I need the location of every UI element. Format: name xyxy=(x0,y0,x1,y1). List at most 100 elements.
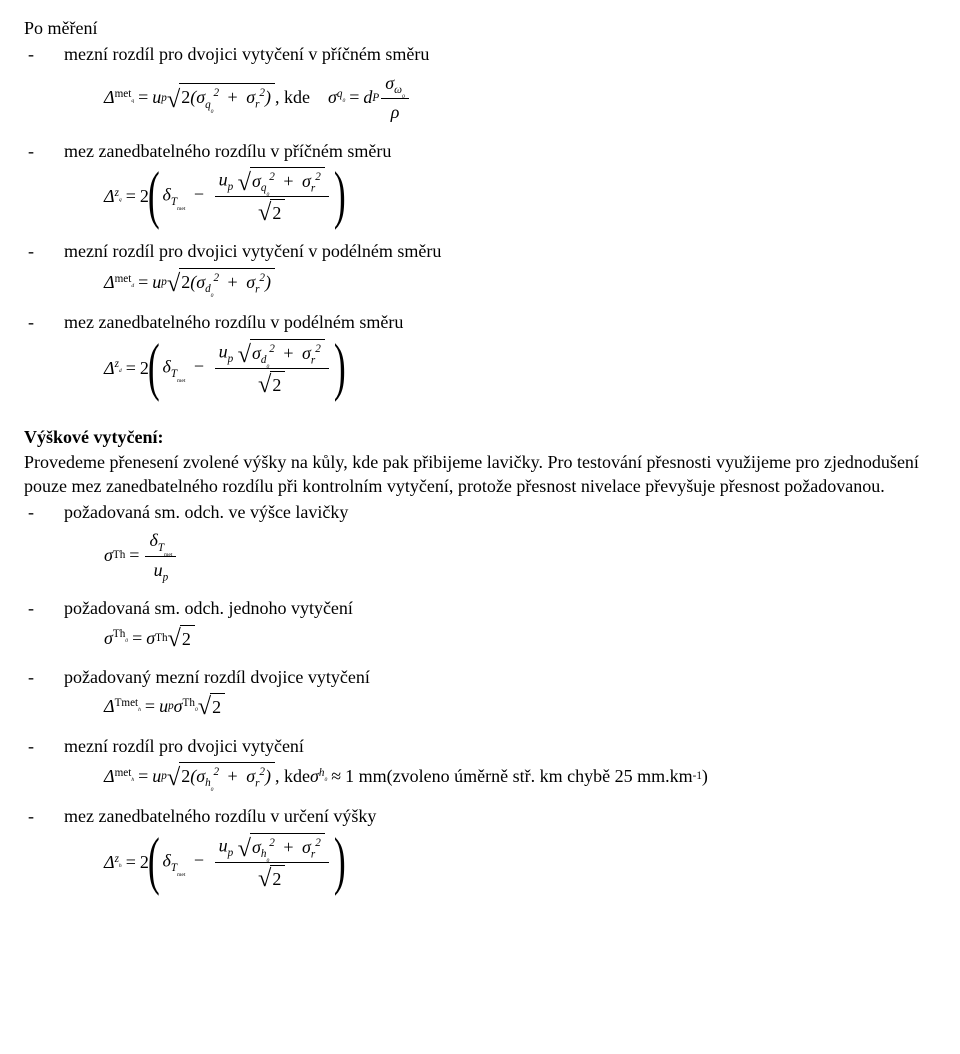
sym-sigma: σ xyxy=(302,171,311,191)
kde-text: , kde xyxy=(275,764,310,788)
sym-u: u xyxy=(152,764,161,788)
sup: 2 xyxy=(259,766,265,778)
sub: met xyxy=(115,273,132,285)
sub: r xyxy=(255,99,259,111)
op-minus: − xyxy=(190,184,208,204)
op-plus: + xyxy=(224,766,242,786)
bullet-text: mez zanedbatelného rozdílu v příčném smě… xyxy=(64,139,936,163)
bullet-text: mez zanedbatelného rozdílu v podélném sm… xyxy=(64,310,936,334)
sup: 2 xyxy=(213,272,219,284)
op-minus: − xyxy=(190,356,208,376)
sqrt: √2 xyxy=(198,693,225,719)
bullet-row: - mez zanedbatelného rozdílu v podélném … xyxy=(24,310,936,334)
bullet-text: požadovaná sm. odch. jednoho vytyčení xyxy=(64,596,936,620)
bullet-row: - mez zanedbatelného rozdílu v určení vý… xyxy=(24,804,936,828)
sym-delta-small: δ xyxy=(162,850,170,870)
bullet-row: - požadovaná sm. odch. jednoho vytyčení xyxy=(24,596,936,620)
sym-delta-small: δ xyxy=(162,184,170,204)
sqrt: √ σd02 + σr2 xyxy=(238,339,325,368)
sym-delta-small: δ xyxy=(149,530,157,550)
dash: - xyxy=(24,239,64,263)
frac: δTmet up xyxy=(145,528,176,582)
sub: Th xyxy=(113,628,125,640)
sym-sigma: σ xyxy=(302,837,311,857)
sym-delta: Δ xyxy=(104,184,115,208)
op-eq: = xyxy=(122,850,140,874)
sup: 2 xyxy=(269,343,275,355)
op-plus: + xyxy=(279,837,297,857)
sqrt: √ 2(σd02 + σr2) xyxy=(167,268,275,297)
op-plus: + xyxy=(279,343,297,363)
sub: p xyxy=(228,353,234,365)
sym-sigma: σ xyxy=(196,87,205,107)
sub: r xyxy=(311,848,315,860)
op-minus: − xyxy=(190,850,208,870)
bullet-text: požadovaný mezní rozdíl dvojice vytyčení xyxy=(64,665,936,689)
sub: p xyxy=(228,181,234,193)
sqrt: √2 xyxy=(258,371,285,397)
formula-zh: Δzh = 2 ( δTmet − up √ σh02 + σr2 xyxy=(104,833,936,892)
big-paren: ( δTmet − up √ σd02 + σr2 xyxy=(149,339,345,398)
bullet-row: - mezní rozdíl pro dvojici vytyčení v př… xyxy=(24,42,936,66)
sqrt: √ σq02 + σr2 xyxy=(238,167,325,196)
sup: 2 xyxy=(259,87,265,99)
op-plus: + xyxy=(279,171,297,191)
sub: p xyxy=(228,847,234,859)
bullet-text: mezní rozdíl pro dvojici vytyčení v podé… xyxy=(64,239,936,263)
num-two: 2 xyxy=(270,199,285,225)
sym-sigma: σ xyxy=(252,343,261,363)
frac: up √ σh02 + σr2 √2 xyxy=(215,833,329,892)
sym-delta: Δ xyxy=(104,764,115,788)
big-paren: ( δTmet − up √ σq02 + σr2 xyxy=(149,167,345,226)
sub: Tmet xyxy=(115,697,139,709)
num-two: 2 xyxy=(181,87,190,107)
dash: - xyxy=(24,139,64,163)
num-two: 2 xyxy=(181,766,190,786)
sym-u: u xyxy=(219,341,228,361)
bullet-row: - mezní rozdíl pro dvojici vytyčení xyxy=(24,734,936,758)
sub: r xyxy=(311,182,315,194)
sym-sigma: σ xyxy=(104,626,113,650)
sub: 0 xyxy=(211,109,214,115)
op-eq: = xyxy=(125,543,143,567)
sub: met xyxy=(177,872,185,878)
sup: 2 xyxy=(315,171,321,183)
formula-meth: Δmeth = up √ 2(σh02 + σr2) , kde σh0 ≈ 1… xyxy=(104,762,936,791)
sup: 2 xyxy=(259,272,265,284)
sub: r xyxy=(255,777,259,789)
kde-text: , kde xyxy=(275,85,310,109)
dash: - xyxy=(24,804,64,828)
dash: - xyxy=(24,310,64,334)
sym-sigma: σ xyxy=(252,171,261,191)
sup: 2 xyxy=(269,171,275,183)
sym-u: u xyxy=(219,169,228,189)
formula-sigmaTh0: σTh0 = σTh √2 xyxy=(104,625,936,651)
sub: 0 xyxy=(211,293,214,299)
num-two: 2 xyxy=(180,625,195,651)
sym-u: u xyxy=(159,694,168,718)
sym-u: u xyxy=(152,270,161,294)
sym-delta-small: δ xyxy=(162,356,170,376)
frac: up √ σd02 + σr2 √2 xyxy=(215,339,329,398)
op-eq: = xyxy=(134,764,152,788)
sym-sigma: σ xyxy=(252,837,261,857)
bullet-row: - požadovaná sm. odch. ve výšce lavičky xyxy=(24,500,936,524)
sym-sigma: σ xyxy=(146,626,155,650)
sym-delta: Δ xyxy=(104,850,115,874)
bullet-row: - mez zanedbatelného rozdílu v příčném s… xyxy=(24,139,936,163)
formula-metq: Δmetq = up √ 2(σq02 + σr2) , kde σq0 = d… xyxy=(104,71,936,125)
sub: 0 xyxy=(402,94,405,100)
sqrt: √ σh02 + σr2 xyxy=(238,833,325,862)
sym-sigma: σ xyxy=(302,343,311,363)
sym-delta: Δ xyxy=(104,270,115,294)
op-eq: = xyxy=(134,270,152,294)
sym-sigma: σ xyxy=(310,764,319,788)
num-two: 2 xyxy=(270,371,285,397)
sqrt: √2 xyxy=(168,625,195,651)
sup: 2 xyxy=(213,87,219,99)
sym-sigma: σ xyxy=(174,694,183,718)
num-two: 2 xyxy=(181,272,190,292)
num-two: 2 xyxy=(210,693,225,719)
sym-sigma: σ xyxy=(196,272,205,292)
op-eq: = xyxy=(345,85,363,109)
